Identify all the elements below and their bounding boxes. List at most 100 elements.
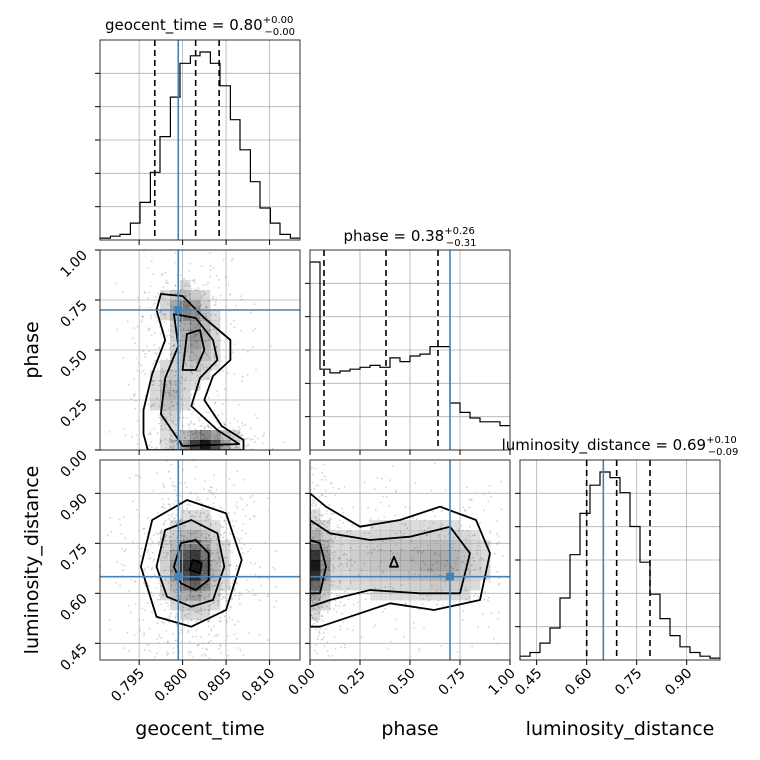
sample-point [133,395,136,398]
sample-point [153,302,156,305]
density-cell [350,580,361,591]
sample-point [342,521,344,524]
sample-point [195,430,198,433]
sample-point [182,304,185,306]
sample-point [271,447,274,450]
sample-point [205,648,208,650]
sample-point [430,568,432,571]
sample-point [150,441,153,443]
sample-point [187,608,190,611]
sample-point [317,599,320,602]
sample-point [196,375,199,377]
sample-point [149,285,152,288]
sample-point [348,569,351,572]
sample-point [472,556,474,559]
sample-point [202,313,205,315]
sample-point [208,593,211,596]
sample-point [123,647,126,649]
sample-point [148,397,151,399]
sample-point [159,333,162,336]
sample-point [211,664,213,666]
sample-point [139,476,142,479]
contour-level-3 [181,329,206,371]
density-cell [200,300,211,311]
sample-point [414,482,417,484]
sample-point [235,565,238,568]
sample-point [156,652,158,655]
sample-point [421,672,423,674]
sample-point [196,324,199,327]
sample-point [202,290,205,293]
sample-point [190,515,193,518]
sample-point [304,537,306,539]
density-cell [160,390,171,401]
sample-point [251,494,254,497]
sample-point [304,548,306,550]
sample-point [303,560,305,562]
sample-point [418,550,420,553]
sample-point [190,343,193,346]
sample-point [264,541,267,544]
sample-point [198,370,201,373]
sample-point [157,367,159,370]
sample-point [153,427,156,430]
sample-point [229,695,231,697]
sample-point [218,453,220,455]
sample-point [454,549,457,551]
sample-point [468,596,471,599]
sample-point [377,517,380,520]
density-cell [320,570,331,581]
sample-point [300,726,302,728]
sample-point [164,540,166,542]
x-tick-label-geocent_time: 0.810 [239,666,279,706]
sample-point [172,485,175,487]
sample-point [436,561,439,564]
sample-point [216,437,219,440]
sample-point [227,283,230,286]
sample-point [194,677,196,679]
sample-point [369,518,372,520]
sample-point [320,663,322,665]
sample-point [165,442,168,445]
sample-point [166,458,168,460]
sample-point [195,346,198,348]
sample-point [214,245,216,247]
sample-point [487,596,490,599]
sample-point [180,535,183,537]
sample-point [321,538,324,541]
sample-point [296,559,298,561]
sample-point [290,509,292,511]
density-cell [430,580,441,591]
sample-point [215,345,218,348]
density-cell [460,590,471,601]
sample-point [193,403,195,406]
sample-point [216,390,218,393]
density-cell [320,590,331,601]
density-cell [390,520,401,531]
sample-point [162,551,165,554]
sample-point [203,587,206,590]
sample-point [513,554,515,556]
sample-point [325,628,328,631]
sample-point [236,638,238,640]
sample-point [339,601,342,603]
sample-point [180,495,183,498]
density-cell [170,400,181,411]
sample-point [332,570,335,573]
sample-point [143,532,146,535]
density-cell [370,560,381,571]
sample-point [186,598,189,601]
sample-point [197,611,200,614]
sample-point [151,379,154,382]
sample-point [214,584,216,587]
sample-point [172,405,175,407]
sample-point [187,447,190,449]
density-cell [450,550,461,561]
sample-point [447,532,450,535]
sample-point [440,645,442,647]
sample-point [156,520,158,522]
sample-point [378,565,381,568]
sample-point [222,526,225,528]
density-cell [320,520,331,531]
sample-point [338,662,340,664]
